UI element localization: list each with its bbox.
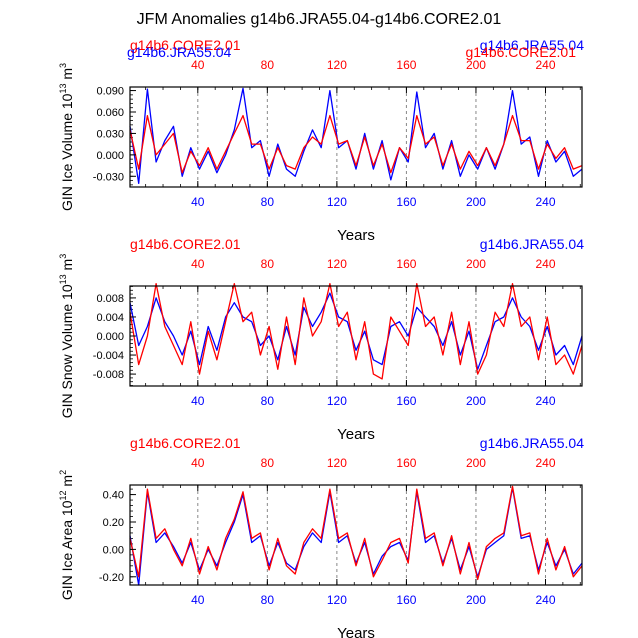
y-axis-label: GIN Ice Volume 1013 m3 xyxy=(58,63,75,211)
y-tick-label: 0.00 xyxy=(103,544,124,556)
y-axis-label-part: m xyxy=(59,259,75,275)
y-axis-label-part: GIN Snow Volume 10 xyxy=(59,284,75,418)
y-tick-label: 0.060 xyxy=(96,107,124,119)
legend-jra55: g14b6.JRA55.04 xyxy=(480,435,585,451)
y-axis-label-part: GIN Ice Volume 10 xyxy=(59,93,75,211)
y-axis-label-part: GIN Ice Area 10 xyxy=(59,500,75,600)
y-tick-label: 0.090 xyxy=(96,86,124,98)
series-line-jra55 xyxy=(129,87,583,185)
x-tick-label-bottom: 160 xyxy=(396,394,416,408)
x-tick-label-top: 160 xyxy=(396,456,416,470)
y-tick-label: -0.030 xyxy=(93,171,124,183)
x-tick-label-top: 40 xyxy=(191,58,205,72)
x-tick-label-bottom: 160 xyxy=(396,195,416,209)
x-tick-label-top: 40 xyxy=(191,456,205,470)
x-tick-label-top: 200 xyxy=(466,58,486,72)
x-tick-label-top: 240 xyxy=(535,456,555,470)
y-axis-label-part: 2 xyxy=(58,470,68,475)
x-tick-label-bottom: 80 xyxy=(261,593,275,607)
x-tick-label-bottom: 240 xyxy=(535,593,555,607)
series-line-core2 xyxy=(129,282,583,380)
y-axis-label: GIN Ice Area 1012 m2 xyxy=(58,470,75,600)
x-axis-label: Years xyxy=(337,426,375,443)
y-tick-label: 0.000 xyxy=(96,331,124,343)
y-axis-label-part: m xyxy=(59,68,75,84)
x-tick-label-top: 120 xyxy=(327,58,347,72)
x-tick-label-top: 200 xyxy=(466,456,486,470)
x-tick-label-bottom: 40 xyxy=(191,195,205,209)
y-axis-label-part: 13 xyxy=(58,274,68,284)
x-tick-label-bottom: 200 xyxy=(466,195,486,209)
x-tick-label-bottom: 40 xyxy=(191,394,205,408)
y-axis-label-part: 3 xyxy=(58,63,68,68)
series-line-core2 xyxy=(129,114,583,174)
x-tick-label-bottom: 200 xyxy=(466,394,486,408)
y-tick-label: 0.40 xyxy=(103,490,124,502)
panel-2: -0.008 -0.004 0.000 0.004 0.008 40 40 80 80 120 12… xyxy=(58,236,584,443)
x-tick-label-top: 120 xyxy=(327,257,347,271)
legend-jra55-overlap: g14b6.JRA55.04 xyxy=(127,44,232,60)
legend-jra55: g14b6.JRA55.04 xyxy=(480,236,585,252)
y-axis-label-part: m xyxy=(59,475,75,491)
x-tick-label-top: 200 xyxy=(466,257,486,271)
y-tick-label: -0.008 xyxy=(93,369,124,381)
x-tick-label-bottom: 240 xyxy=(535,394,555,408)
legend-core2: g14b6.CORE2.01 xyxy=(130,236,241,252)
panel-3: -0.20 0.00 0.20 0.40 40 40 80 80 120 120 160 160 200… xyxy=(58,435,584,638)
x-axis-label: Years xyxy=(337,227,375,244)
x-tick-label-bottom: 120 xyxy=(327,394,347,408)
plot-frame xyxy=(129,484,583,586)
x-tick-label-top: 80 xyxy=(261,257,275,271)
x-tick-label-top: 40 xyxy=(191,257,205,271)
y-tick-label: -0.004 xyxy=(93,350,124,362)
x-tick-label-bottom: 120 xyxy=(327,195,347,209)
y-axis-label-part: 3 xyxy=(58,254,68,259)
legend-core2-overlap: g14b6.CORE2.01 xyxy=(465,44,576,60)
legend-jra55: g14b6.JRA55.04 xyxy=(480,37,585,53)
x-tick-label-bottom: 80 xyxy=(261,195,275,209)
y-axis-label-part: 12 xyxy=(58,490,68,500)
x-tick-label-top: 240 xyxy=(535,257,555,271)
y-tick-label: 0.000 xyxy=(96,150,124,162)
x-tick-label-top: 160 xyxy=(396,58,416,72)
x-tick-label-top: 160 xyxy=(396,257,416,271)
y-tick-label: 0.20 xyxy=(103,517,124,529)
y-tick-label: 0.008 xyxy=(96,293,124,305)
legend-core2: g14b6.CORE2.01 xyxy=(130,435,241,451)
x-tick-label-bottom: 200 xyxy=(466,593,486,607)
x-axis-label: Years xyxy=(337,625,375,638)
x-tick-label-top: 80 xyxy=(261,58,275,72)
x-tick-label-top: 80 xyxy=(261,456,275,470)
plot-frame xyxy=(129,86,583,188)
legend-core2: g14b6.CORE2.01 xyxy=(130,37,241,53)
figure-title: JFM Anomalies g14b6.JRA55.04-g14b6.CORE2… xyxy=(137,11,502,28)
x-tick-label-bottom: 240 xyxy=(535,195,555,209)
y-tick-label: -0.20 xyxy=(99,572,124,584)
x-tick-label-bottom: 80 xyxy=(261,394,275,408)
x-tick-label-bottom: 40 xyxy=(191,593,205,607)
y-axis-label: GIN Snow Volume 1013 m3 xyxy=(58,254,75,418)
series-line-core2 xyxy=(129,485,583,581)
y-tick-label: 0.004 xyxy=(96,312,124,324)
y-axis-label-part: 13 xyxy=(58,84,68,94)
x-tick-label-top: 120 xyxy=(327,456,347,470)
x-tick-label-bottom: 160 xyxy=(396,593,416,607)
x-tick-label-bottom: 120 xyxy=(327,593,347,607)
x-tick-label-top: 240 xyxy=(535,58,555,72)
y-tick-label: 0.030 xyxy=(96,128,124,140)
panel-1: -0.030 0.000 0.030 0.060 0.090 40 40 80 80 120 120… xyxy=(58,37,584,244)
